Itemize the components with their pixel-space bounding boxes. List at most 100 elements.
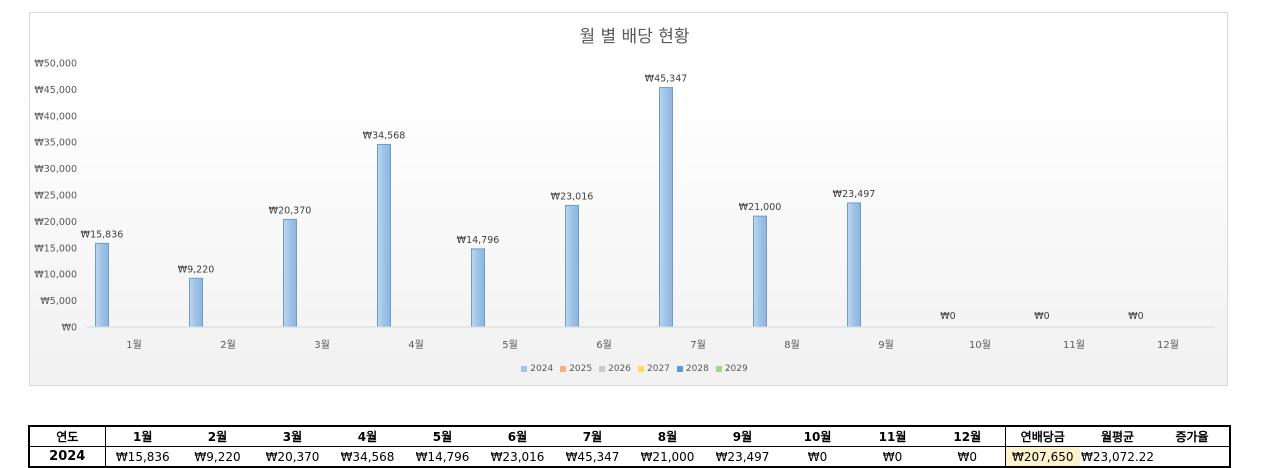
data-label: ₩0 — [1128, 311, 1143, 322]
legend-label: 2027 — [647, 364, 670, 374]
chart-legend: 2024 2025 2026 2027 2028 2029 — [0, 364, 1269, 374]
y-axis: ₩0 ₩5,000 ₩10,000 ₩15,000 ₩20,000 ₩25,000 ₩30,… — [34, 59, 77, 334]
y-tick-label: ₩35,000 — [34, 138, 77, 149]
legend-label: 2024 — [530, 364, 554, 374]
legend-label: 2026 — [608, 364, 631, 374]
x-tick-label: 4월 — [408, 339, 424, 351]
cell-month-6: ₩23,016 — [480, 446, 555, 468]
legend-item-2024: 2024 — [521, 364, 553, 374]
bar-1월 — [95, 242, 109, 328]
legend-item-2028: 2028 — [676, 364, 709, 374]
bar-5월 — [471, 248, 485, 328]
data-label: ₩0 — [1034, 311, 1049, 322]
y-tick-label: ₩25,000 — [34, 191, 77, 202]
legend-item-2025: 2025 — [560, 364, 592, 374]
x-tick-label: 12월 — [1157, 339, 1179, 351]
cell-month-8: ₩21,000 — [630, 446, 705, 468]
cell-average: ₩23,072.22 — [1080, 446, 1155, 468]
cell-month-1: ₩15,836 — [105, 446, 180, 468]
x-tick-label: 6월 — [596, 339, 612, 351]
cell-month-10: ₩0 — [780, 446, 855, 468]
cell-month-2: ₩9,220 — [180, 446, 255, 468]
header-month-2: 2월 — [180, 425, 255, 447]
cell-year: 2024 — [28, 446, 106, 468]
header-growth: 증가율 — [1155, 425, 1231, 447]
header-annual: 연배당금 — [1004, 425, 1080, 447]
bar-9월 — [847, 202, 861, 328]
data-label: ₩23,497 — [833, 189, 876, 200]
y-tick-label: ₩30,000 — [34, 164, 77, 175]
data-label: ₩9,220 — [178, 264, 215, 275]
bar-4월 — [377, 143, 391, 328]
x-axis: 1월 2월 3월 4월 5월 6월 7월 8월 9월 10월 11월 12월 — [87, 326, 1215, 351]
x-tick-label: 11월 — [1063, 339, 1085, 351]
legend-swatch — [715, 366, 722, 372]
cell-month-12: ₩0 — [930, 446, 1005, 468]
header-month-6: 6월 — [480, 425, 555, 447]
legend-item-2026: 2026 — [599, 364, 631, 374]
x-tick-label: 2월 — [220, 339, 236, 351]
header-month-4: 4월 — [330, 425, 405, 447]
x-tick-label: 5월 — [502, 339, 518, 351]
dividend-summary-table: 연도 1월 2월 3월 4월 5월 6월 7월 8월 9월 10월 11월 12… — [28, 425, 1231, 468]
bar-3월 — [283, 218, 297, 328]
legend-swatch — [560, 366, 567, 372]
header-month-8: 8월 — [630, 425, 705, 447]
cell-month-9: ₩23,497 — [705, 446, 780, 468]
y-tick-label: ₩0 — [62, 323, 77, 334]
data-label: ₩23,016 — [551, 191, 594, 202]
cell-month-11: ₩0 — [855, 446, 930, 468]
bar-2월 — [189, 277, 203, 328]
data-label: ₩20,370 — [269, 205, 312, 216]
legend-swatch — [676, 366, 683, 372]
data-label: ₩34,568 — [363, 130, 406, 141]
table-row: 2024 ₩15,836 ₩9,220 ₩20,370 ₩34,568 ₩14,… — [28, 446, 1231, 468]
legend-label: 2028 — [685, 364, 709, 374]
legend-swatch — [599, 366, 606, 372]
legend-swatch — [638, 366, 644, 372]
cell-annual: ₩207,650 — [1004, 446, 1080, 468]
x-tick-label: 8월 — [784, 339, 800, 351]
header-month-7: 7월 — [555, 425, 630, 447]
header-month-10: 10월 — [780, 425, 855, 447]
header-month-1: 1월 — [105, 425, 180, 447]
cell-growth — [1155, 446, 1231, 468]
y-tick-label: ₩5,000 — [40, 296, 77, 307]
header-month-9: 9월 — [705, 425, 780, 447]
cell-month-7: ₩45,347 — [555, 446, 630, 468]
header-year: 연도 — [28, 425, 106, 447]
x-tick-label: 1월 — [126, 339, 142, 351]
header-month-11: 11월 — [855, 425, 930, 447]
bars: ₩15,836 ₩9,220 ₩20,370 ₩34,568 ₩14,796 ₩23,01… — [81, 74, 1144, 328]
x-tick-label: 3월 — [314, 339, 330, 351]
legend-label: 2025 — [569, 364, 593, 374]
header-month-5: 5월 — [405, 425, 480, 447]
y-tick-label: ₩50,000 — [34, 59, 77, 70]
y-tick-label: ₩45,000 — [34, 85, 77, 96]
data-label: ₩45,347 — [645, 74, 688, 85]
data-label: ₩15,836 — [81, 229, 124, 240]
y-tick-label: ₩15,000 — [34, 243, 77, 254]
bar-chart: ₩0 ₩5,000 ₩10,000 ₩15,000 ₩20,000 ₩25,000 ₩30,… — [34, 59, 1215, 351]
bar-6월 — [565, 204, 579, 328]
y-tick-label: ₩10,000 — [34, 270, 77, 281]
cell-month-3: ₩20,370 — [255, 446, 330, 468]
chart-title: 월 별 배당 현황 — [579, 27, 690, 47]
data-label: ₩14,796 — [457, 235, 500, 246]
bar-8월 — [753, 215, 767, 328]
x-tick-label: 7월 — [690, 339, 706, 351]
legend-swatch — [521, 366, 528, 372]
cell-month-4: ₩34,568 — [330, 446, 405, 468]
data-label: ₩21,000 — [739, 202, 782, 213]
header-month-3: 3월 — [255, 425, 330, 447]
data-label: ₩0 — [940, 311, 955, 322]
cell-month-5: ₩14,796 — [405, 446, 480, 468]
chart-area — [29, 12, 1228, 386]
legend-label: 2029 — [724, 364, 748, 374]
x-tick-label: 10월 — [969, 339, 991, 351]
legend-item-2027: 2027 — [638, 364, 670, 374]
y-tick-label: ₩40,000 — [34, 111, 77, 122]
table-header-row: 연도 1월 2월 3월 4월 5월 6월 7월 8월 9월 10월 11월 12… — [28, 425, 1231, 447]
bar-7월 — [659, 87, 673, 328]
header-average: 월평균 — [1080, 425, 1155, 447]
